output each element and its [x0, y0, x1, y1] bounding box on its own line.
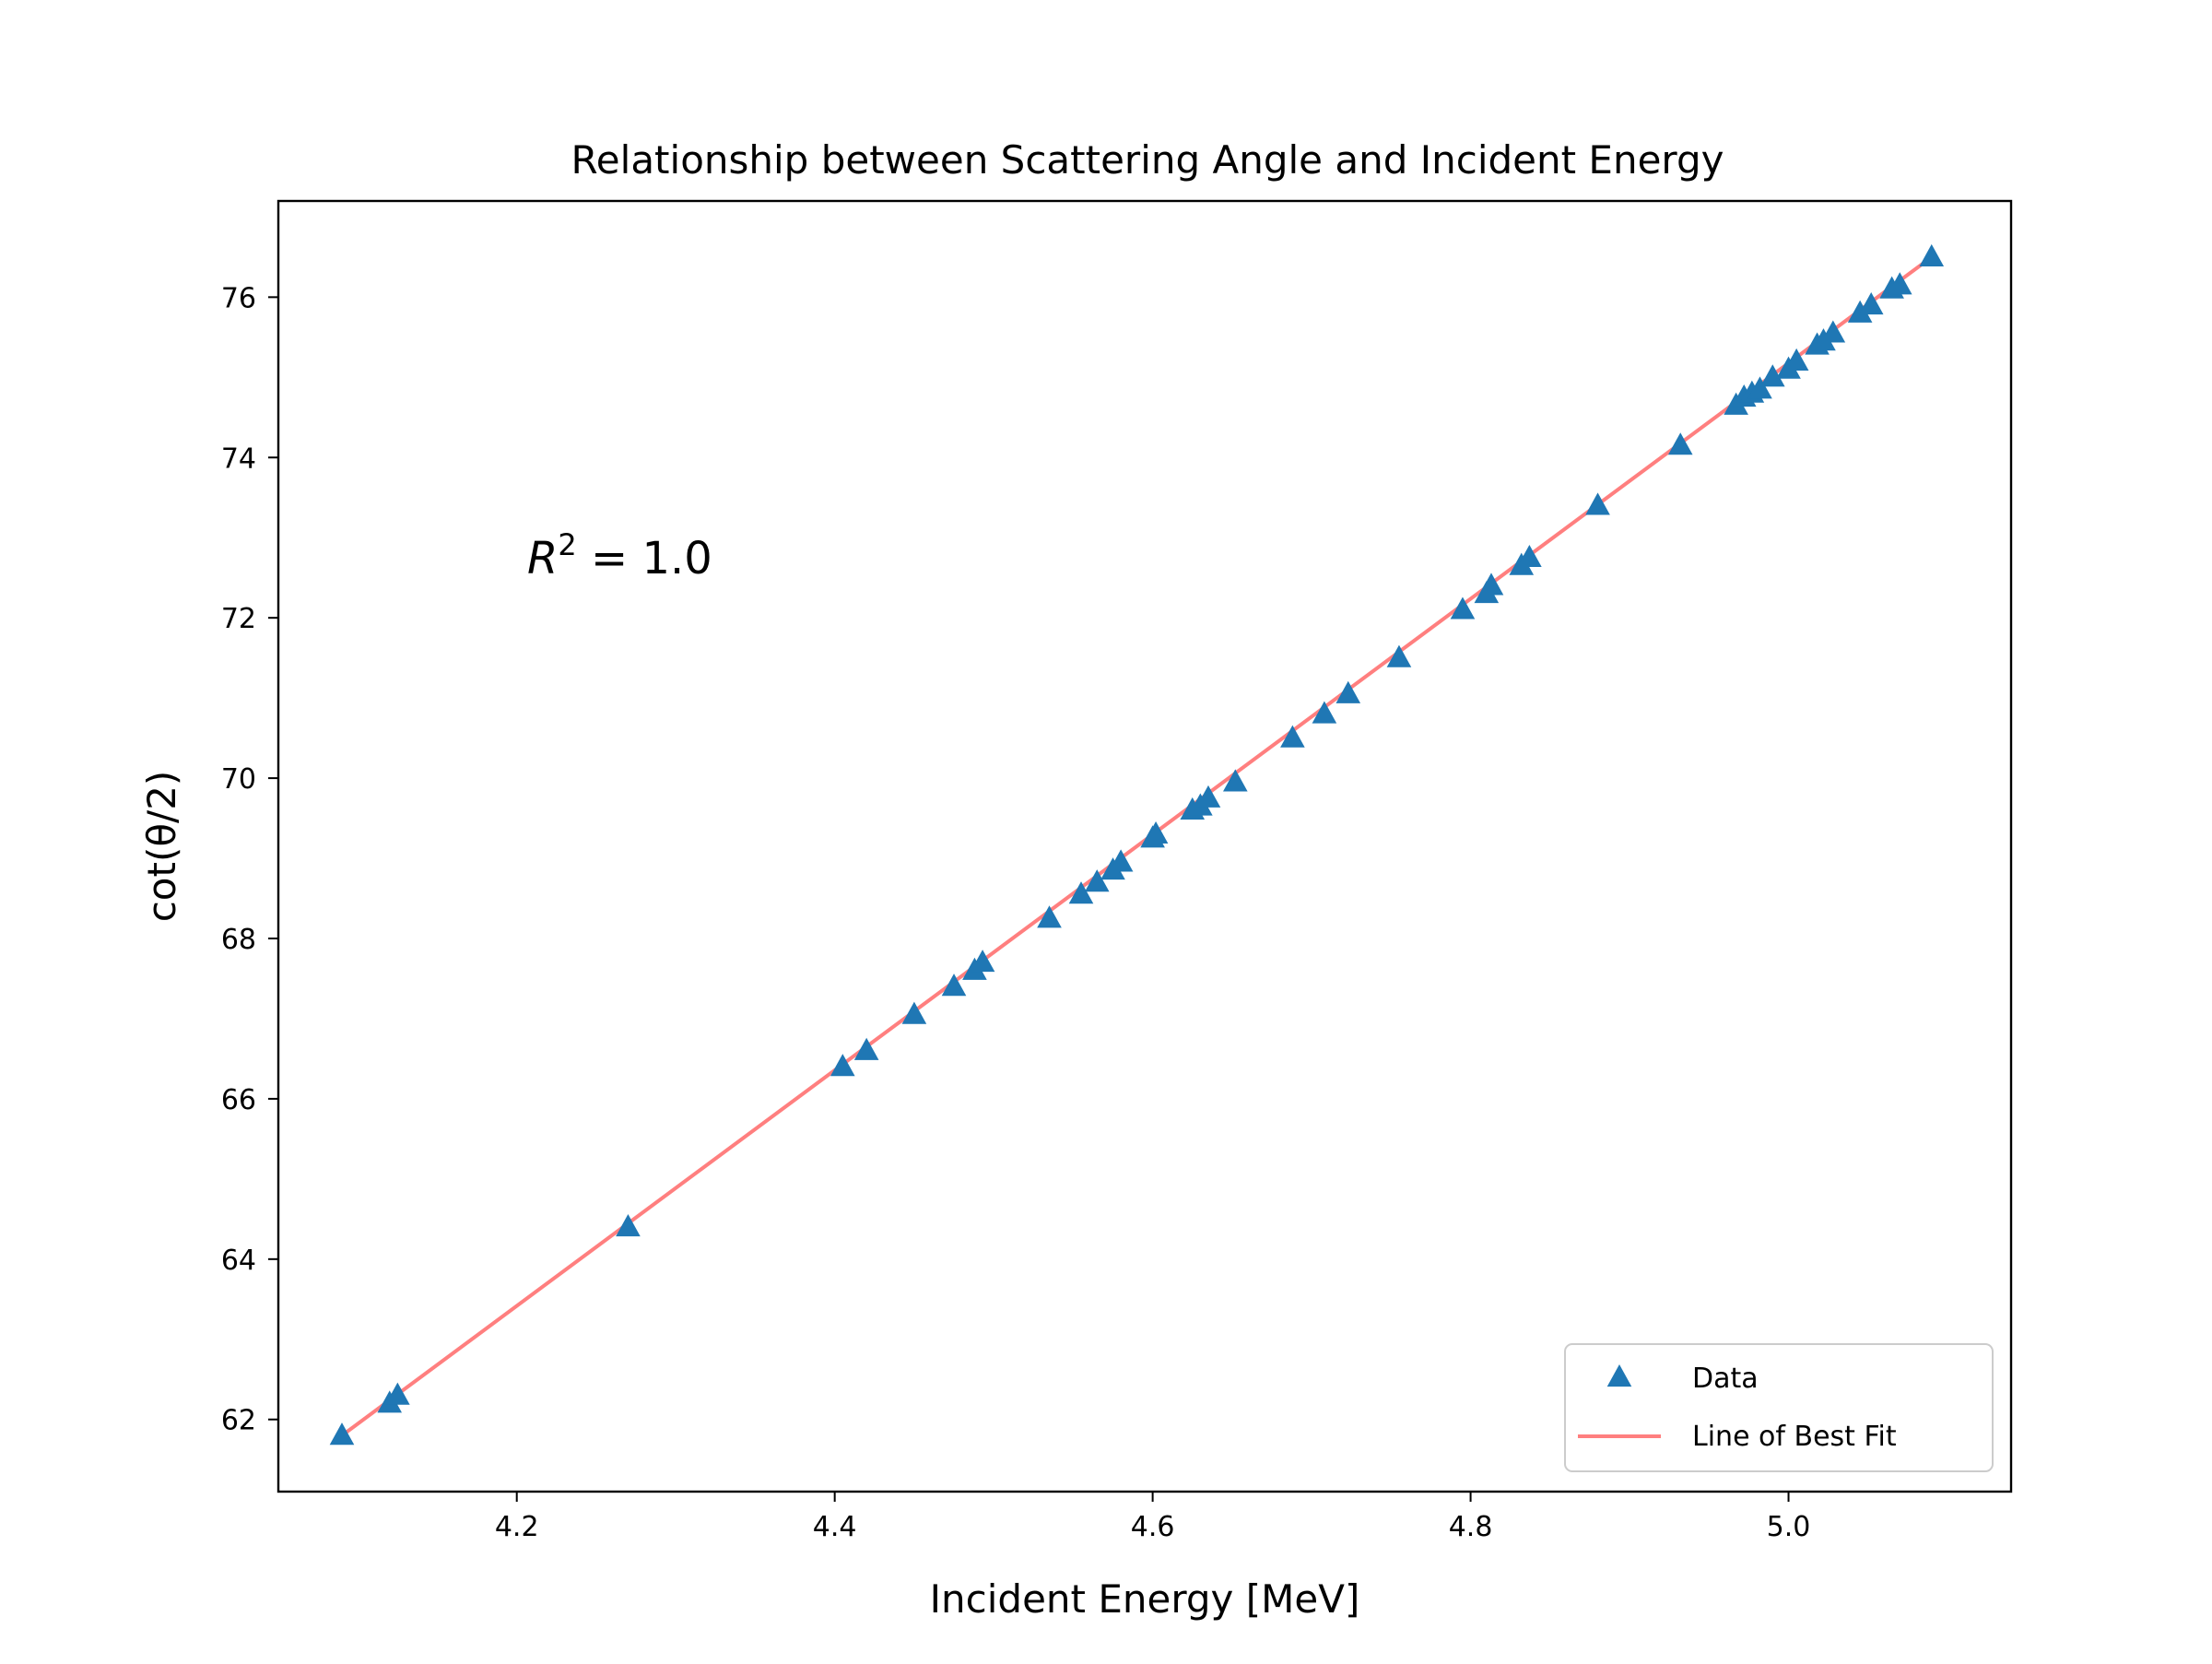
y-axis-label: cot(θ/2) [139, 771, 184, 923]
data-point [1919, 243, 1945, 266]
y-tick-label: 68 [221, 924, 256, 956]
data-point [616, 1214, 641, 1237]
data-point [1143, 820, 1169, 844]
data-point [1386, 644, 1412, 667]
data-point [970, 950, 995, 973]
data-point [1858, 292, 1884, 315]
data-point [1517, 544, 1542, 568]
plot-area [276, 199, 2013, 1493]
data-point [1783, 348, 1809, 371]
data-point [1037, 905, 1062, 928]
y-tick-label: 72 [221, 603, 256, 635]
y-tick-label: 66 [221, 1084, 256, 1116]
x-tick-label: 4.8 [1449, 1511, 1493, 1543]
data-point [941, 974, 967, 997]
legend-label-fit: Line of Best Fit [1692, 1421, 1897, 1453]
x-tick-label: 5.0 [1767, 1511, 1811, 1543]
r-squared-symbol: R [527, 533, 558, 584]
y-tick-label: 70 [221, 763, 256, 796]
data-point [1335, 680, 1361, 703]
data-point [1820, 320, 1846, 343]
data-point [1759, 364, 1785, 387]
data-point [1747, 376, 1772, 399]
best-fit-line [340, 255, 1933, 1437]
data-point [830, 1054, 855, 1077]
fit-line-layer [340, 255, 1933, 1437]
data-point [1478, 572, 1504, 596]
data-points-layer [329, 243, 1945, 1446]
y-tick-label: 76 [221, 282, 256, 314]
chart-title: Relationship between Scattering Angle an… [571, 137, 1724, 183]
x-tick-label: 4.4 [813, 1511, 857, 1543]
y-tick-label: 62 [221, 1405, 256, 1437]
r-squared-value: = 1.0 [577, 533, 712, 584]
data-point [1887, 272, 1912, 295]
data-point [1585, 492, 1610, 515]
data-point [901, 1001, 927, 1024]
legend-triangle-marker [1606, 1364, 1632, 1387]
r-squared-superscript: 2 [558, 527, 576, 562]
x-axis: 4.2 4.4 4.6 4.8 5.0 [495, 1492, 1811, 1543]
data-point [1450, 596, 1476, 620]
data-point [1280, 725, 1305, 748]
x-tick-label: 4.2 [495, 1511, 539, 1543]
legend-label-data: Data [1692, 1363, 1759, 1395]
y-tick-label: 64 [221, 1245, 256, 1277]
data-point [1312, 701, 1337, 724]
legend-data-marker [1606, 1364, 1632, 1387]
data-point [1195, 785, 1221, 808]
legend: Data Line of Best Fit [1564, 1343, 1994, 1472]
plot-frame [276, 199, 2013, 1493]
x-axis-label: Incident Energy [MeV] [930, 1576, 1360, 1622]
y-tick-label: 74 [221, 443, 256, 475]
data-point [1667, 432, 1693, 455]
data-point [1068, 881, 1094, 904]
data-point [1847, 300, 1873, 323]
data-point [385, 1382, 410, 1405]
data-point [1108, 849, 1134, 872]
x-tick-label: 4.6 [1131, 1511, 1175, 1543]
y-axis: 62 64 66 68 70 72 74 76 [221, 282, 278, 1437]
data-point [853, 1037, 879, 1060]
r-squared-annotation: R2 = 1.0 [527, 527, 712, 584]
data-point [1084, 869, 1110, 892]
data-point [1223, 769, 1248, 792]
legend-box [1564, 1343, 1994, 1472]
data-point [329, 1422, 355, 1446]
